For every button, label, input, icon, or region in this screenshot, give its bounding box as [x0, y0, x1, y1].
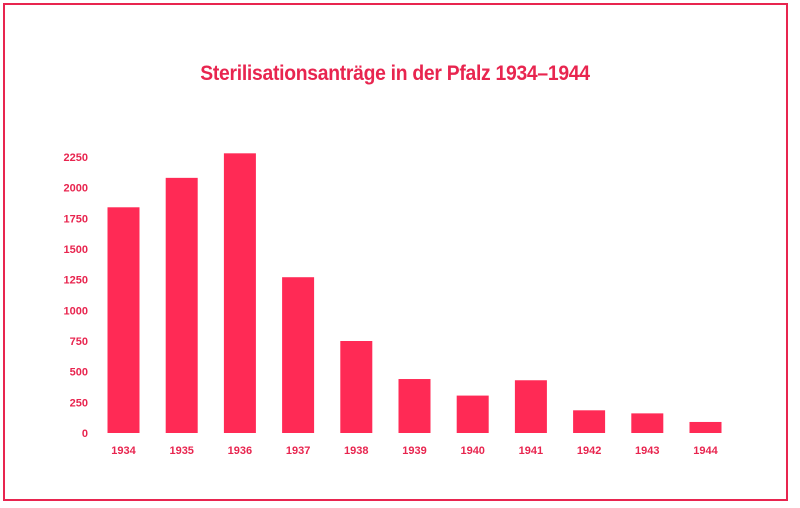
x-tick-label: 1936: [228, 445, 252, 457]
x-tick-label: 1944: [693, 445, 718, 457]
x-tick-label: 1935: [169, 445, 193, 457]
bar-1944: [689, 421, 722, 433]
chart-frame: [3, 3, 788, 501]
x-axis-ticks: 1934 1935 1936 1937 1938 1939 1940 1941 1942 1943…: [111, 445, 718, 457]
y-tick-label: 500: [70, 367, 88, 379]
bar-1942: [573, 410, 606, 433]
y-tick-label: 1750: [64, 213, 88, 225]
y-tick-label: 2250: [64, 152, 88, 164]
x-tick-label: 1934: [111, 445, 136, 457]
bar-1938: [340, 341, 373, 433]
x-tick-label: 1938: [344, 445, 368, 457]
bar-1934: [107, 207, 140, 433]
bar-1940: [456, 395, 489, 433]
y-tick-label: 1250: [64, 275, 88, 287]
y-tick-label: 1000: [64, 305, 88, 317]
x-tick-label: 1943: [635, 445, 659, 457]
y-tick-label: 0: [82, 428, 88, 440]
x-tick-label: 1939: [402, 445, 426, 457]
y-tick-label: 250: [70, 397, 88, 409]
bar-1936: [223, 153, 256, 433]
bar-1943: [631, 413, 664, 433]
chart-title: Sterilisationsanträge in der Pfalz 1934–…: [200, 62, 590, 85]
y-axis-ticks: 0 250 500 750 1000 1250 1500 1750 2000 2250: [64, 152, 88, 440]
bar-1937: [282, 277, 315, 433]
bars: [107, 153, 722, 433]
x-tick-label: 1940: [460, 445, 484, 457]
bar-1935: [165, 177, 198, 433]
bar-1941: [514, 380, 547, 433]
y-tick-label: 750: [70, 336, 88, 348]
y-tick-label: 2000: [64, 183, 88, 195]
x-tick-label: 1942: [577, 445, 601, 457]
x-tick-label: 1941: [519, 445, 543, 457]
x-tick-label: 1937: [286, 445, 310, 457]
bar-1939: [398, 379, 431, 433]
y-tick-label: 1500: [64, 244, 88, 256]
